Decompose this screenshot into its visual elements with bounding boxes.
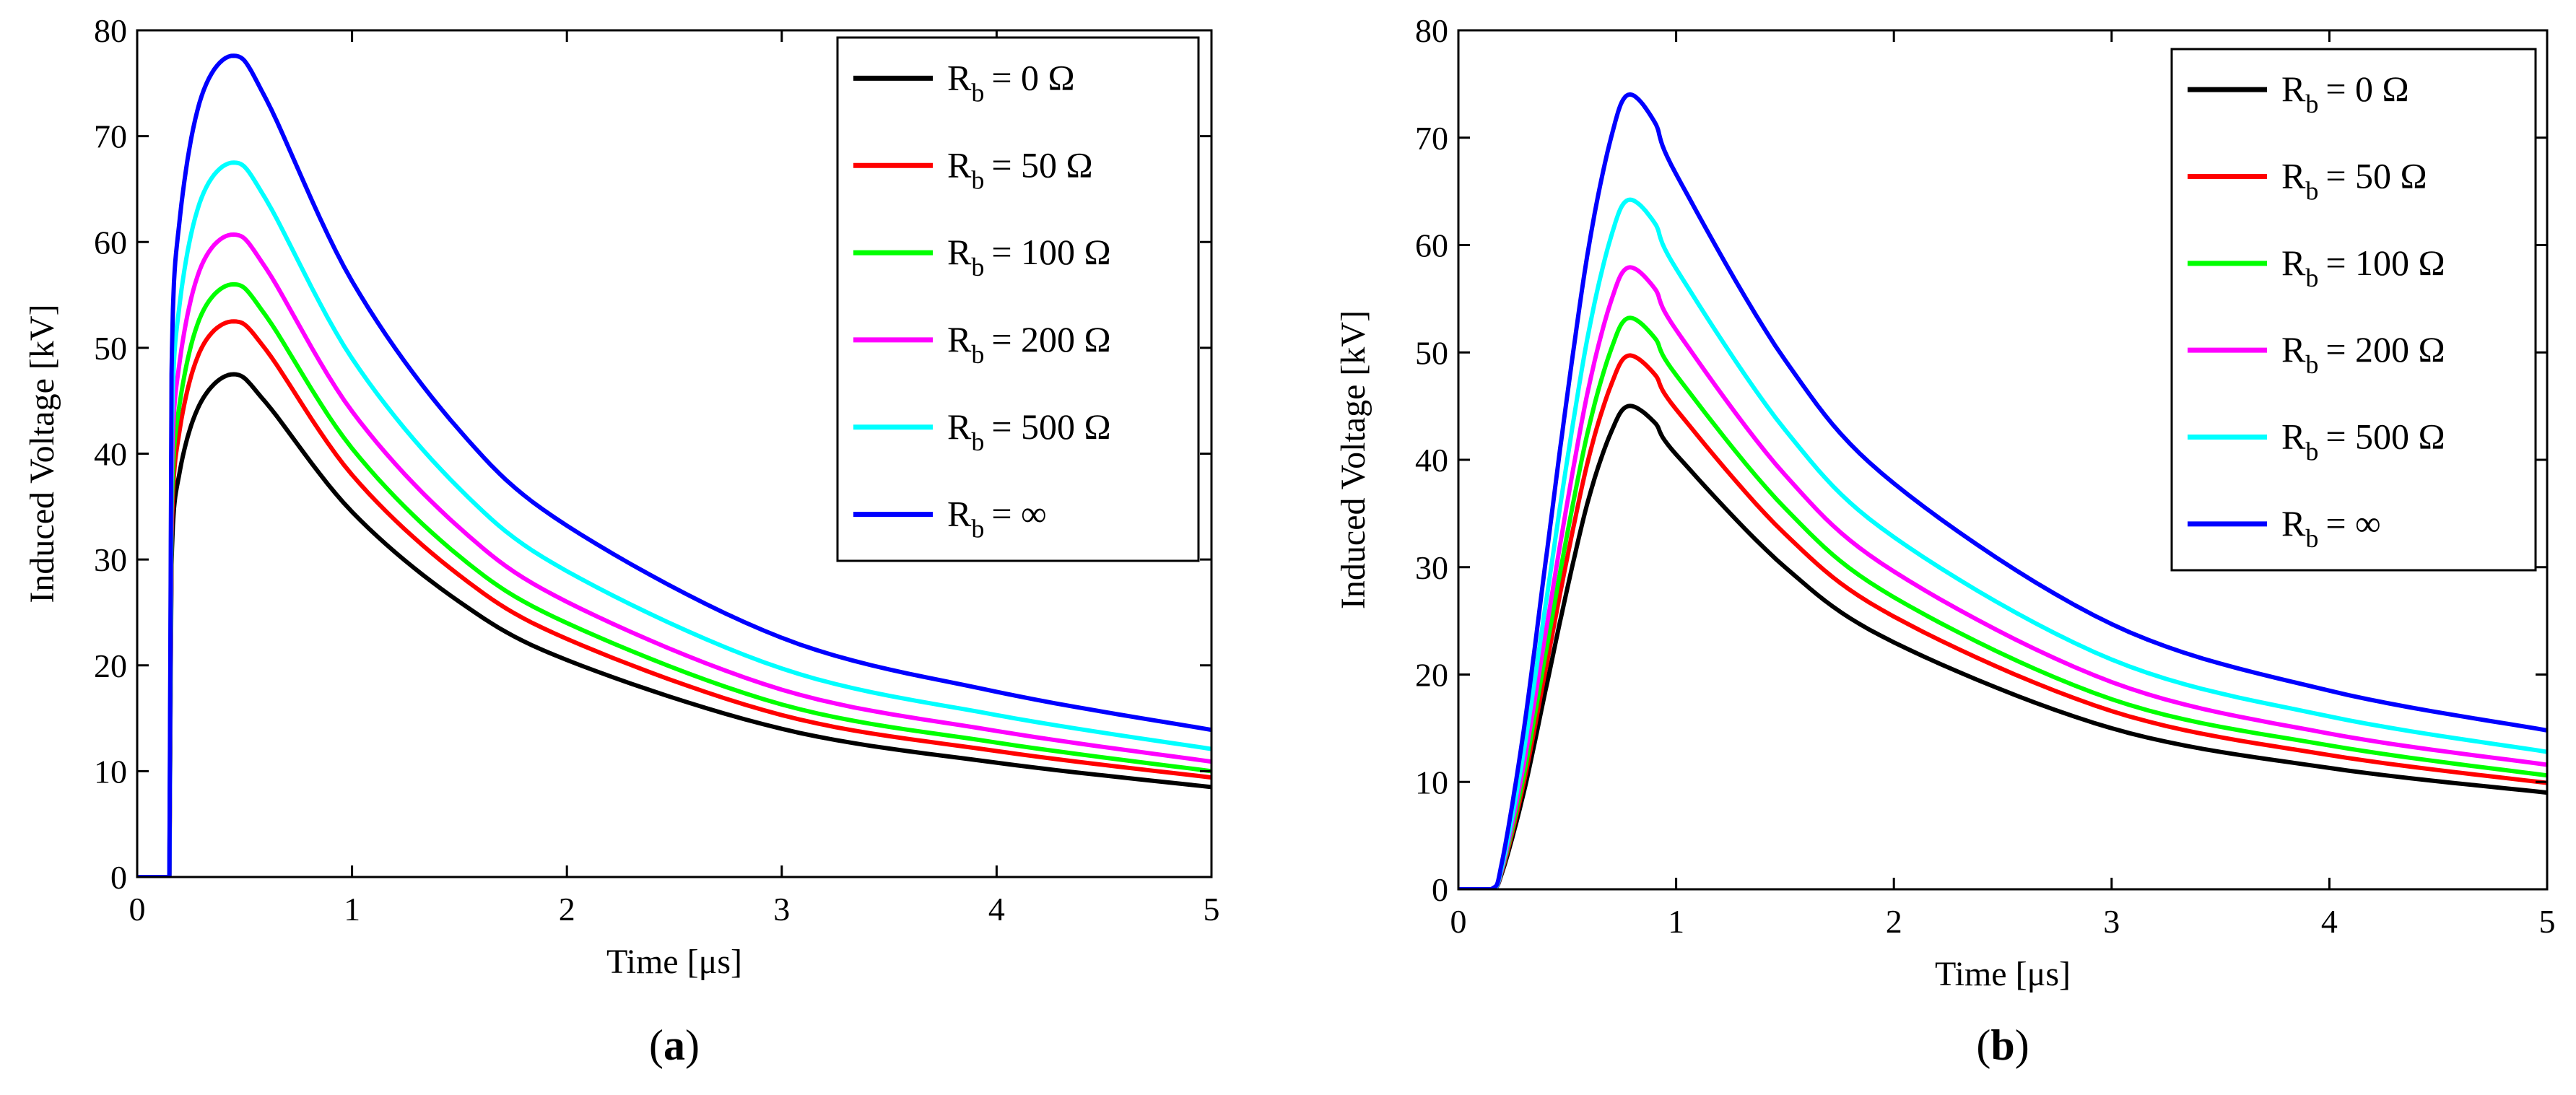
y-tick-label: 0 — [1432, 871, 1448, 908]
legend-value: = 100 Ω — [2325, 243, 2445, 283]
legend-symbol: R — [947, 406, 972, 447]
x-tick-label: 5 — [2539, 903, 2556, 940]
y-axis-label: Induced Voltage [kV] — [1334, 310, 1372, 609]
legend-subscript: b — [971, 253, 984, 282]
x-tick-label: 4 — [988, 891, 1005, 928]
legend-symbol: R — [947, 319, 972, 359]
series-line-5 — [1458, 92, 2547, 889]
legend-box — [836, 36, 1200, 562]
y-axis-label: Induced Voltage [kV] — [23, 304, 61, 603]
y-tick-label: 80 — [94, 12, 127, 49]
y-tick-label: 60 — [1415, 227, 1448, 264]
x-axis-label: Time [μs] — [606, 943, 742, 981]
legend-subscript: b — [2305, 350, 2318, 379]
legend-subscript: b — [971, 165, 984, 194]
legend-value: = 0 Ω — [2325, 69, 2409, 109]
legend-subscript: b — [2305, 90, 2318, 118]
legend-symbol: R — [947, 57, 972, 97]
legend-symbol: R — [2281, 243, 2306, 283]
legend-entry-2: Rb = 100 Ω — [2281, 243, 2445, 292]
series-line-5 — [137, 53, 1211, 877]
y-tick-label: 50 — [1415, 334, 1448, 371]
legend-entry-2: Rb = 100 Ω — [947, 232, 1111, 282]
panel-label: (a) — [649, 1021, 700, 1069]
legend-entry-1: Rb = 50 Ω — [947, 144, 1093, 194]
y-tick-label: 40 — [94, 436, 127, 473]
legend-symbol: R — [2281, 329, 2306, 370]
legend-entry-0: Rb = 0 Ω — [947, 57, 1075, 107]
legend-subscript: b — [971, 78, 984, 107]
x-tick-label: 3 — [2103, 903, 2120, 940]
legend-value: = 200 Ω — [2325, 329, 2445, 370]
y-tick-label: 20 — [94, 647, 127, 684]
y-tick-label: 60 — [94, 224, 127, 261]
legend-value: = 500 Ω — [991, 406, 1110, 447]
legend-value: = ∞ — [991, 494, 1046, 534]
legend-symbol: R — [2281, 503, 2306, 544]
y-tick-label: 30 — [1415, 549, 1448, 586]
legend-value: = 200 Ω — [991, 319, 1110, 359]
x-tick-label: 2 — [1886, 903, 1902, 940]
y-tick-label: 10 — [1415, 764, 1448, 800]
y-tick-label: 10 — [94, 753, 127, 790]
y-tick-label: 80 — [1415, 12, 1448, 49]
legend-symbol: R — [2281, 156, 2306, 196]
x-tick-label: 1 — [1668, 903, 1684, 940]
legend-entry-5: Rb = ∞ — [947, 494, 1047, 544]
x-tick-label: 1 — [344, 891, 360, 928]
legend-symbol: R — [947, 494, 972, 534]
legend-subscript: b — [971, 340, 984, 369]
legend-entry-1: Rb = 50 Ω — [2281, 156, 2427, 206]
panel-label: (b) — [1976, 1021, 2029, 1069]
legend: Rb = 0 ΩRb = 50 ΩRb = 100 ΩRb = 200 ΩRb = 500… — [836, 36, 1200, 562]
x-tick-label: 3 — [773, 891, 790, 928]
legend-entry-3: Rb = 200 Ω — [2281, 329, 2445, 379]
legend-entry-4: Rb = 500 Ω — [2281, 416, 2445, 466]
y-tick-label: 70 — [1415, 120, 1448, 157]
y-tick-label: 70 — [94, 118, 127, 155]
y-tick-label: 30 — [94, 541, 127, 578]
series-group — [1458, 92, 2547, 889]
y-tick-label: 0 — [110, 859, 127, 896]
x-tick-label: 4 — [2321, 903, 2338, 940]
legend-value: = 500 Ω — [2325, 416, 2445, 457]
legend-subscript: b — [971, 427, 984, 456]
legend-value: = ∞ — [2325, 503, 2380, 544]
x-tick-label: 0 — [1450, 903, 1467, 940]
x-tick-label: 2 — [559, 891, 575, 928]
legend-entry-4: Rb = 500 Ω — [947, 406, 1111, 456]
x-axis-label: Time [μs] — [1935, 955, 2071, 993]
legend-box — [2170, 48, 2537, 572]
x-tick-label: 5 — [1204, 891, 1220, 928]
legend: Rb = 0 ΩRb = 50 ΩRb = 100 ΩRb = 200 ΩRb = 500… — [2170, 48, 2537, 572]
legend-value: = 50 Ω — [2325, 156, 2427, 196]
legend-value: = 0 Ω — [991, 57, 1074, 97]
y-tick-label: 20 — [1415, 657, 1448, 694]
legend-entry-5: Rb = ∞ — [2281, 503, 2381, 553]
series-group — [137, 53, 1211, 877]
legend-entry-0: Rb = 0 Ω — [2281, 69, 2409, 118]
legend-entry-3: Rb = 200 Ω — [947, 319, 1111, 369]
legend-value: = 100 Ω — [991, 232, 1110, 272]
legend-value: = 50 Ω — [991, 144, 1092, 185]
legend-subscript: b — [2305, 437, 2318, 466]
legend-symbol: R — [2281, 69, 2306, 109]
legend-subscript: b — [971, 515, 984, 544]
legend-subscript: b — [2305, 263, 2318, 292]
legend-symbol: R — [2281, 416, 2306, 457]
y-tick-label: 40 — [1415, 442, 1448, 479]
legend-subscript: b — [2305, 177, 2318, 206]
legend-subscript: b — [2305, 524, 2318, 553]
x-tick-label: 0 — [129, 891, 146, 928]
y-tick-label: 50 — [94, 330, 127, 367]
legend-symbol: R — [947, 232, 972, 272]
legend-symbol: R — [947, 144, 972, 185]
